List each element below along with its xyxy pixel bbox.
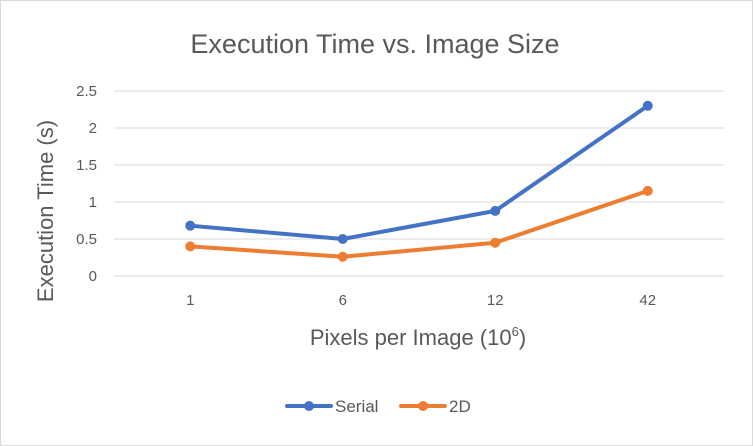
chart-title: Execution Time vs. Image Size xyxy=(190,29,559,59)
series-line-serial xyxy=(188,103,650,241)
x-tick-label: 1 xyxy=(186,292,194,309)
data-point-serial xyxy=(185,220,196,231)
data-point-serial xyxy=(490,205,501,216)
y-tick-label: 2.5 xyxy=(76,83,97,100)
y-tick-label: 0 xyxy=(89,268,97,285)
legend-marker-2d xyxy=(418,401,428,411)
x-tick-label: 6 xyxy=(339,292,347,309)
legend: Serial 2D xyxy=(285,397,471,416)
series-lines xyxy=(185,100,653,262)
data-point-serial xyxy=(337,234,348,244)
y-tick-label: 1 xyxy=(89,194,97,211)
y-tick-label: 1.5 xyxy=(76,157,97,174)
y-tick-label: 0.5 xyxy=(76,231,97,248)
series-line-2d xyxy=(188,188,650,259)
data-point-2d xyxy=(185,241,196,252)
data-point-serial xyxy=(642,100,653,111)
x-axis-title-close: ) xyxy=(519,325,526,350)
data-point-2d xyxy=(490,237,501,248)
x-tick-label: 12 xyxy=(487,292,504,309)
x-axis-ticks: 1 6 12 42 xyxy=(186,292,656,309)
x-axis-title-superscript: 6 xyxy=(512,324,519,339)
legend-marker-serial xyxy=(304,401,314,411)
x-axis-title-main: Pixels per Image (10 xyxy=(310,325,512,350)
data-point-2d xyxy=(642,185,653,196)
y-tick-label: 2 xyxy=(89,120,97,137)
y-axis-title: Execution Time (s) xyxy=(33,120,58,302)
x-axis-title: Pixels per Image (106) xyxy=(310,324,526,350)
legend-label-2d: 2D xyxy=(449,397,471,416)
data-point-2d xyxy=(337,251,348,262)
gridlines xyxy=(114,90,724,277)
y-axis-ticks: 0 0.5 1 1.5 2 2.5 xyxy=(76,83,97,285)
legend-label-serial: Serial xyxy=(335,397,378,416)
x-tick-label: 42 xyxy=(639,292,656,309)
